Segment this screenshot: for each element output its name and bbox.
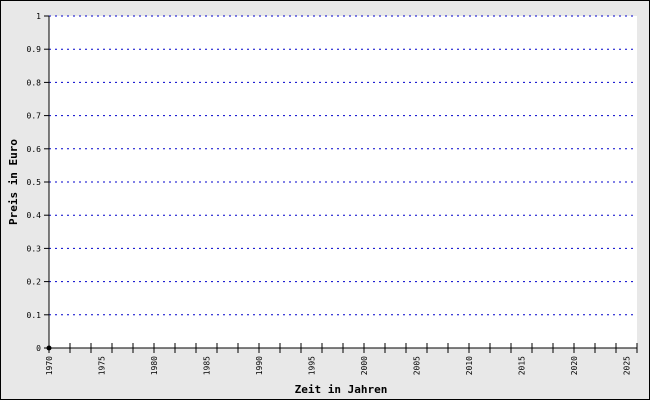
x-tick-label: 2010: [465, 356, 474, 375]
x-tick-label: 1995: [308, 356, 317, 375]
x-tick-label: 1970: [45, 356, 54, 375]
x-tick-label: 2020: [570, 356, 579, 375]
y-tick-label: 1: [36, 12, 41, 21]
x-tick-label: 1980: [150, 356, 159, 375]
y-tick-label: 0.2: [27, 278, 42, 287]
x-tick-label: 2025: [623, 356, 632, 375]
x-axis-label: Zeit in Jahren: [295, 383, 388, 396]
y-tick-label: 0.9: [27, 45, 42, 54]
data-point: [46, 345, 52, 351]
y-tick-label: 0.4: [27, 211, 42, 220]
y-tick-label: 0.7: [27, 112, 42, 121]
x-tick-label: 1985: [203, 356, 212, 375]
x-tick-label: 2000: [360, 356, 369, 375]
y-tick-label: 0.1: [27, 311, 42, 320]
x-tick-label: 1975: [98, 356, 107, 375]
y-tick-label: 0.3: [27, 244, 42, 253]
x-tick-label: 2005: [413, 356, 422, 375]
y-tick-label: 0.8: [27, 78, 42, 87]
x-tick-label: 2015: [518, 356, 527, 375]
x-tick-label: 1990: [255, 356, 264, 375]
y-tick-label: 0: [36, 344, 41, 353]
y-tick-label: 0.6: [27, 145, 42, 154]
y-axis-label: Preis in Euro: [7, 139, 20, 225]
y-tick-label: 0.5: [27, 178, 42, 187]
